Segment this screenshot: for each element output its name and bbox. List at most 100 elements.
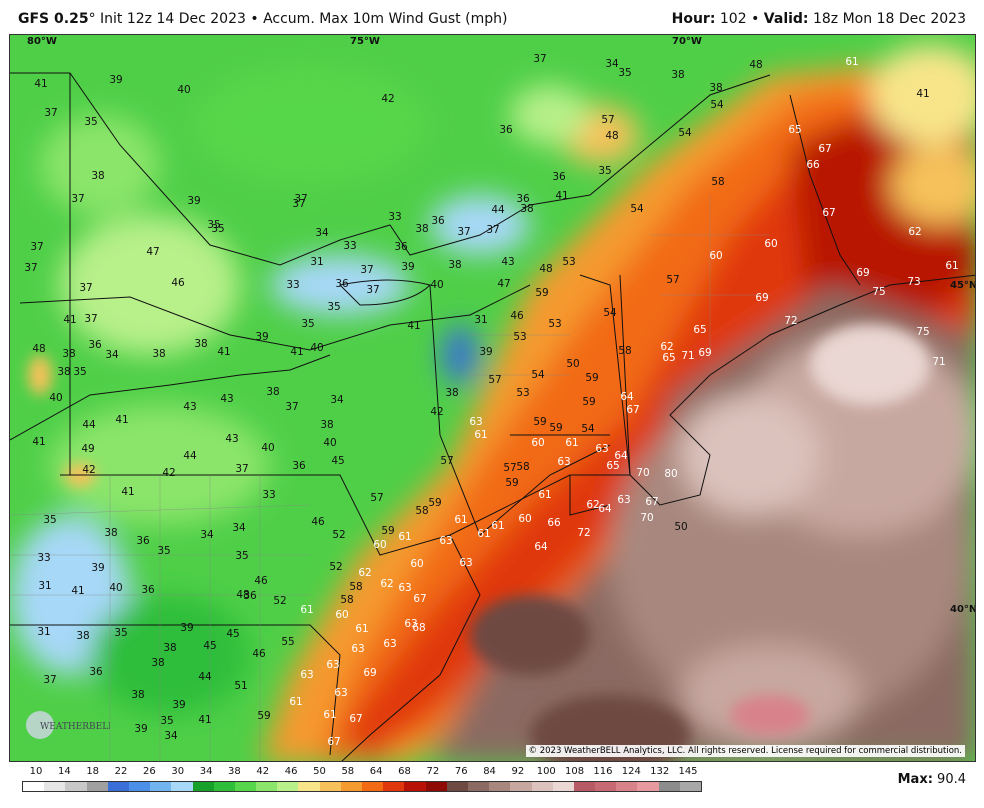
gust-label: 60 xyxy=(410,558,423,570)
colorbar-tick: 10 xyxy=(29,766,43,777)
gust-label: 42 xyxy=(162,467,175,479)
colorbar-swatch xyxy=(319,782,341,791)
copyright-notice: © 2023 WeatherBELL Analytics, LLC. All r… xyxy=(525,745,965,757)
gust-label: 63 xyxy=(557,456,570,468)
gust-label: 55 xyxy=(281,636,294,648)
boundary-lines xyxy=(10,72,975,761)
gust-label: 38 xyxy=(152,348,165,360)
gust-label: 63 xyxy=(398,582,411,594)
gust-label: 52 xyxy=(273,595,286,607)
gust-label: 61 xyxy=(300,604,313,616)
colorbar-tick: 132 xyxy=(650,766,670,777)
gust-label: 63 xyxy=(469,416,482,428)
gust-label: 36 xyxy=(292,460,306,472)
gust-label: 37 xyxy=(294,193,307,205)
gust-label: 38 xyxy=(57,366,70,378)
gust-label: 64 xyxy=(614,450,628,462)
gust-label: 41 xyxy=(198,714,211,726)
gust-label: 71 xyxy=(681,350,694,362)
gust-label: 37 xyxy=(285,401,298,413)
colorbar-swatch xyxy=(277,782,299,791)
gust-label: 37 xyxy=(24,262,37,274)
gust-label: 65 xyxy=(606,460,619,472)
gust-label: 63 xyxy=(404,618,417,630)
colorbar-swatch xyxy=(425,782,447,791)
gust-label: 58 xyxy=(349,581,362,593)
gust-label: 75 xyxy=(872,286,885,298)
gust-label: 31 xyxy=(37,626,50,638)
gust-label: 37 xyxy=(457,226,470,238)
gust-label: 67 xyxy=(349,713,362,725)
gust-label: 37 xyxy=(366,284,379,296)
gust-label: 41 xyxy=(115,414,128,426)
title-separator: • xyxy=(250,11,259,27)
gust-label: 39 xyxy=(134,723,147,735)
gust-label: 61 xyxy=(289,696,302,708)
gust-label: 36 xyxy=(516,193,530,205)
valid-time-block: Hour: 102 • Valid: 18z Mon 18 Dec 2023 xyxy=(672,11,966,27)
gust-label: 35 xyxy=(160,715,173,727)
gust-label: 40 xyxy=(430,279,443,291)
gust-label: 67 xyxy=(327,736,340,748)
coord-label-70w: 70°W xyxy=(672,36,702,47)
gust-label: 57 xyxy=(601,114,614,126)
gust-label: 37 xyxy=(486,224,499,236)
map-title: GFS 0.25° Init 12z 14 Dec 2023 • Accum. … xyxy=(18,11,507,27)
gust-label: 61 xyxy=(398,531,411,543)
gust-label: 60 xyxy=(373,539,386,551)
gust-label: 47 xyxy=(497,278,510,290)
gust-label: 61 xyxy=(474,429,487,441)
gust-label: 38 xyxy=(163,642,176,654)
colorbar-tick: 116 xyxy=(593,766,613,777)
gust-label: 59 xyxy=(505,477,518,489)
gust-label: 54 xyxy=(603,307,617,319)
gust-label: 40 xyxy=(310,342,323,354)
gust-label: 38 xyxy=(320,419,333,431)
gust-label: 38 xyxy=(151,657,164,669)
gust-label: 62 xyxy=(380,578,393,590)
gust-label: 37 xyxy=(533,53,546,65)
gust-label: 36 xyxy=(552,171,566,183)
logo-wordmark: WEATHERBELL xyxy=(40,722,110,732)
gust-label: 39 xyxy=(109,74,122,86)
colorbar-swatch xyxy=(679,782,701,791)
gust-label: 63 xyxy=(383,638,396,650)
detail-layer xyxy=(28,325,930,761)
gust-label: 38 xyxy=(520,203,533,215)
hour-value: 102 xyxy=(719,11,747,27)
gust-label: 38 xyxy=(194,338,207,350)
colorbar-swatch xyxy=(150,782,172,791)
valid-label: Valid: xyxy=(763,11,809,27)
gust-label: 51 xyxy=(234,680,247,692)
gust-label: 38 xyxy=(266,386,279,398)
colorbar-tick: 84 xyxy=(483,766,496,777)
colorbar-swatch xyxy=(213,782,235,791)
hour-label: Hour: xyxy=(671,11,716,27)
max-label: Max: xyxy=(897,772,933,787)
colorbar-tick: 92 xyxy=(511,766,525,777)
colorbar-swatch xyxy=(383,782,405,791)
gust-label: 31 xyxy=(38,580,51,592)
colorbar-swatch xyxy=(658,782,680,791)
colorbar-tick: 100 xyxy=(536,766,556,777)
gust-label: 44 xyxy=(82,419,96,431)
wind-gust-map[interactable]: 41 39 40 42 37 35 38 37 39 35 35 37 37 47 46 37 37 37 41 37… xyxy=(9,34,976,762)
gust-label: 33 xyxy=(37,552,50,564)
colorbar-swatch xyxy=(489,782,511,791)
gust-label: 69 xyxy=(755,292,768,304)
colorbar-swatch xyxy=(404,782,426,791)
colorbar-tick: 30 xyxy=(171,766,185,777)
gust-label: 35 xyxy=(207,219,220,231)
gust-label: 58 xyxy=(618,345,631,357)
colorbar-swatch xyxy=(44,782,66,791)
gust-label: 61 xyxy=(538,489,551,501)
colorbar-swatch xyxy=(171,782,193,791)
gust-label: 63 xyxy=(459,557,472,569)
gust-label: 35 xyxy=(43,514,56,526)
gust-label: 61 xyxy=(477,528,490,540)
gust-label: 70 xyxy=(636,467,649,479)
colorbar-swatch xyxy=(86,782,108,791)
colorbar-swatch xyxy=(362,782,384,791)
